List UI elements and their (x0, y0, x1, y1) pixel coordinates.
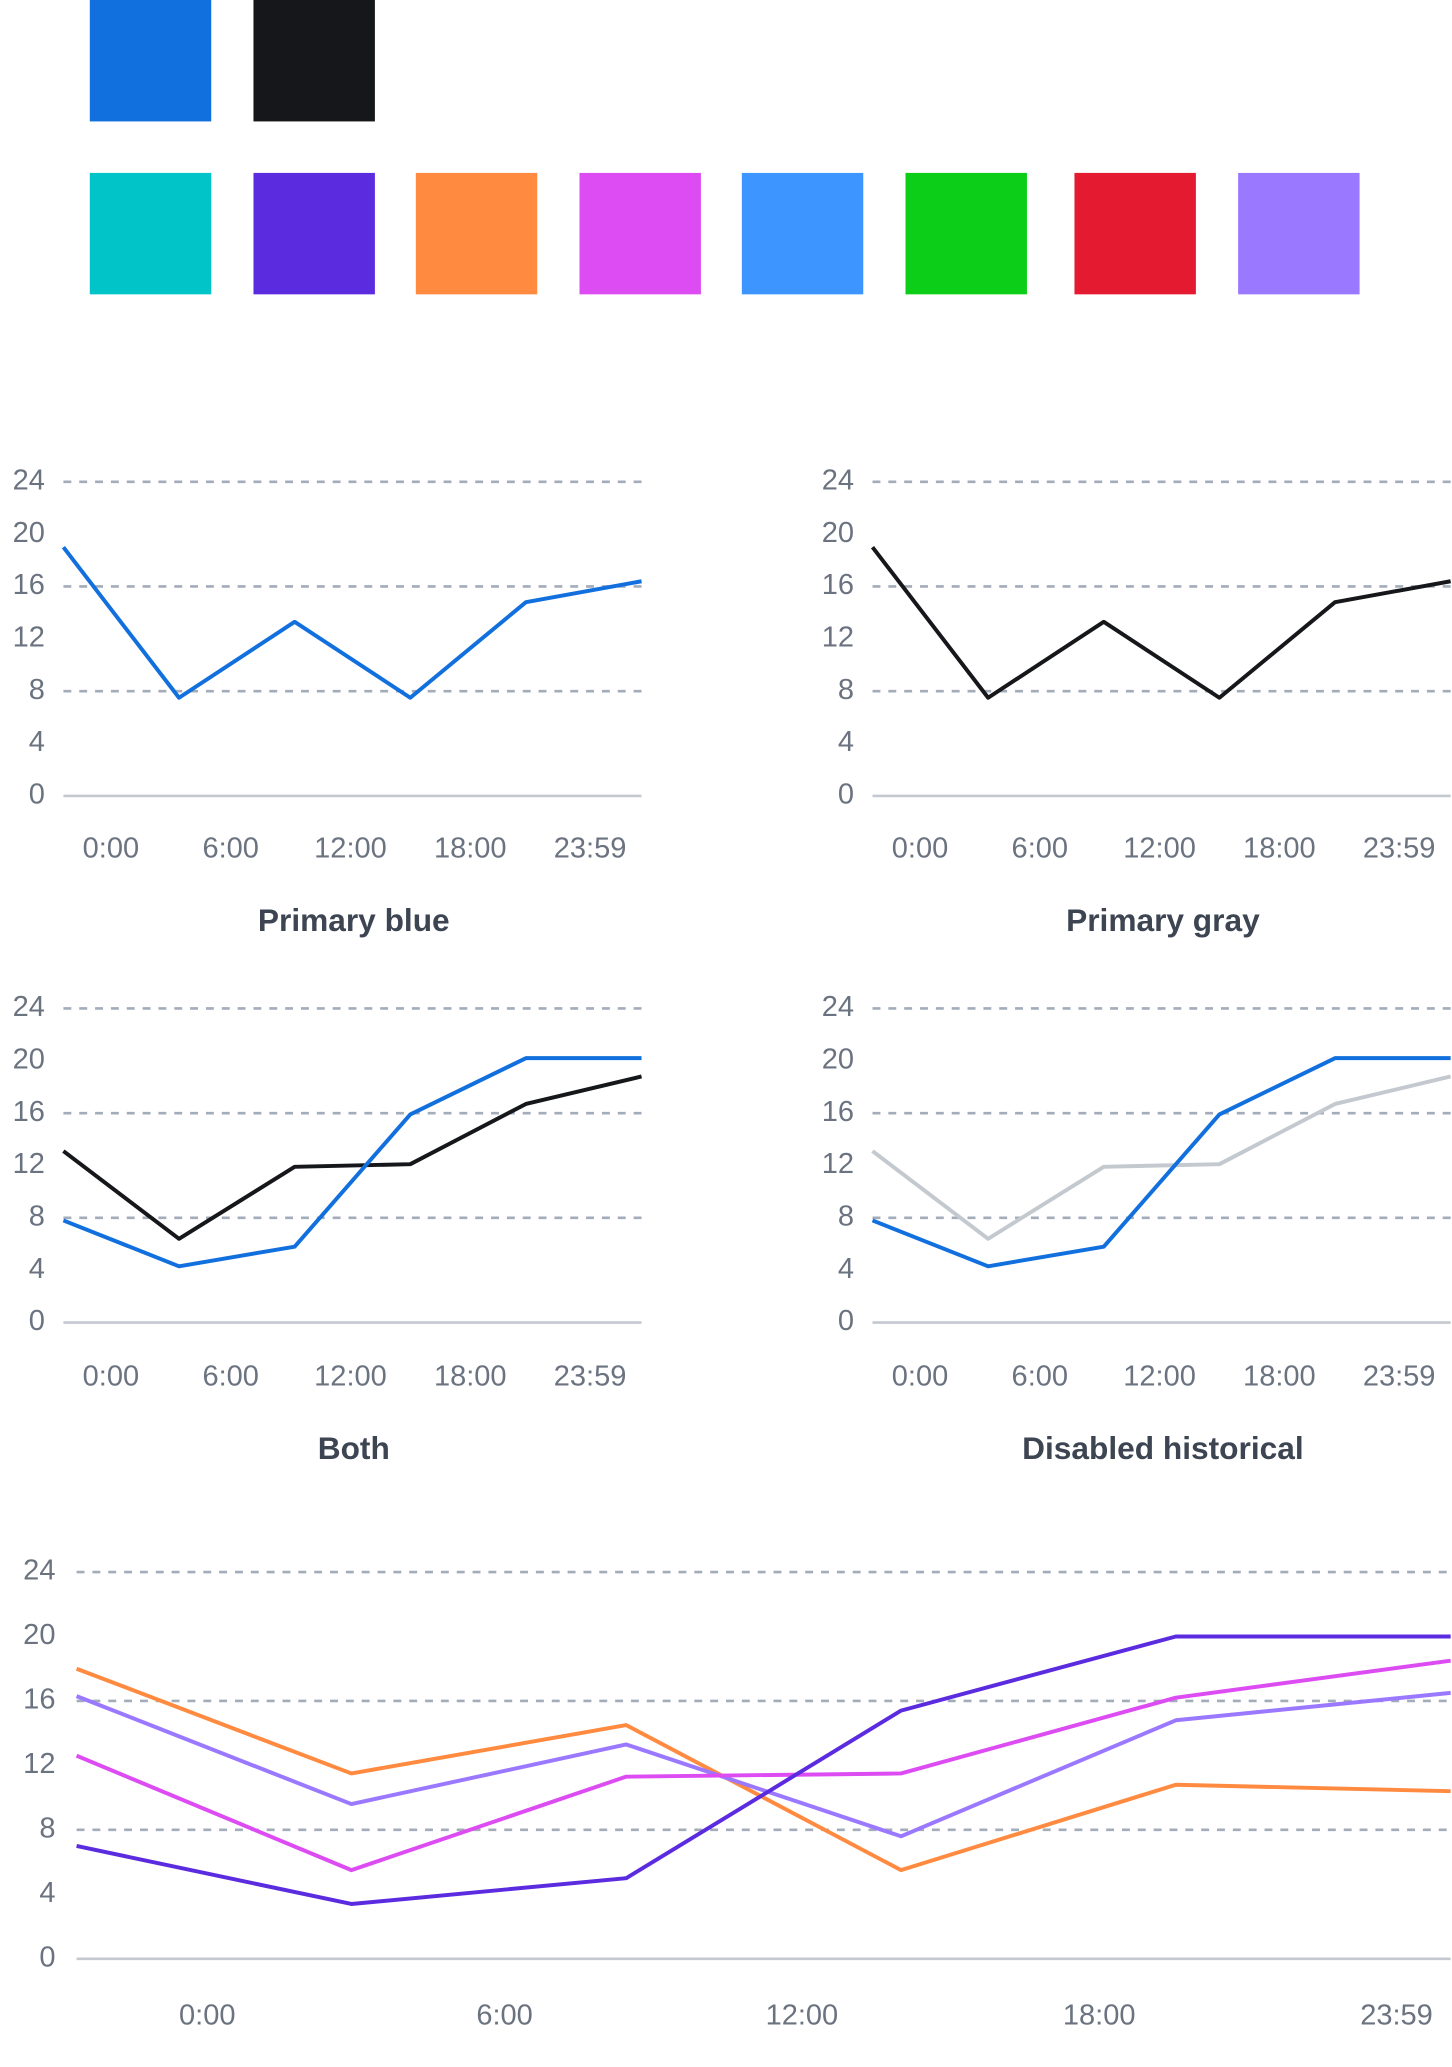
y-tick-label: 8 (838, 674, 854, 706)
y-tick-label: 8 (39, 1813, 55, 1845)
y-tick-label: 16 (822, 569, 854, 601)
x-tick-label: 12:00 (314, 833, 387, 865)
x-tick-label: 23:59 (1360, 2000, 1433, 2032)
series-line (75, 1658, 1451, 1873)
series-line (62, 1074, 642, 1241)
y-tick-label: 24 (13, 464, 45, 496)
x-tick-label: 0:00 (179, 2000, 235, 2032)
color-swatch (253, 0, 375, 122)
y-tick-label: 12 (23, 1748, 55, 1780)
y-tick-label: 24 (822, 464, 854, 496)
y-tick-label: 0 (29, 779, 45, 811)
y-tick-label: 20 (13, 517, 45, 549)
y-tick-label: 16 (13, 1096, 45, 1128)
y-tick-label: 20 (822, 1043, 854, 1075)
x-tick-label: 12:00 (1123, 1361, 1196, 1393)
y-tick-label: 4 (838, 726, 854, 758)
x-tick-label: 18:00 (1243, 833, 1316, 865)
y-tick-label: 8 (29, 1201, 45, 1233)
chart-title: Both (318, 1430, 390, 1466)
y-tick-label: 12 (13, 1148, 45, 1180)
y-tick-label: 16 (23, 1684, 55, 1716)
y-tick-label: 20 (23, 1619, 55, 1651)
series-line (75, 1666, 1451, 1873)
chart-title: Primary blue (258, 902, 450, 938)
x-tick-label: 0:00 (892, 833, 948, 865)
x-tick-label: 23:59 (1363, 833, 1436, 865)
x-tick-label: 6:00 (1012, 833, 1068, 865)
x-tick-label: 0:00 (83, 833, 139, 865)
y-tick-label: 0 (39, 1941, 55, 1973)
y-tick-label: 16 (13, 569, 45, 601)
x-tick-label: 18:00 (434, 833, 507, 865)
x-tick-label: 18:00 (434, 1361, 507, 1393)
y-tick-label: 4 (838, 1253, 854, 1285)
color-swatch (579, 172, 701, 295)
y-tick-label: 8 (838, 1201, 854, 1233)
series-line (76, 1634, 1451, 1906)
x-tick-label: 6:00 (476, 2000, 532, 2032)
color-swatch (89, 0, 212, 122)
x-tick-label: 0:00 (83, 1361, 139, 1393)
x-tick-label: 23:59 (554, 1361, 627, 1393)
series-line (871, 1074, 1452, 1241)
x-tick-label: 6:00 (202, 833, 258, 865)
x-tick-label: 12:00 (766, 2000, 839, 2032)
y-tick-label: 12 (13, 622, 45, 654)
y-tick-label: 8 (29, 674, 45, 706)
color-swatch (741, 172, 864, 295)
series-line (62, 1056, 642, 1269)
y-tick-label: 4 (29, 1253, 45, 1285)
y-tick-label: 12 (822, 622, 854, 654)
x-tick-label: 12:00 (314, 1361, 387, 1393)
color-swatch (253, 172, 375, 295)
y-tick-label: 12 (822, 1148, 854, 1180)
chart-title: Primary gray (1066, 902, 1260, 938)
y-tick-label: 4 (39, 1877, 55, 1909)
series-line (61, 546, 642, 700)
x-tick-label: 6:00 (202, 1361, 258, 1393)
color-swatch (89, 172, 212, 295)
y-tick-label: 20 (13, 1043, 45, 1075)
y-tick-label: 24 (13, 991, 45, 1023)
x-tick-label: 23:59 (554, 833, 627, 865)
y-tick-label: 4 (29, 726, 45, 758)
y-tick-label: 24 (822, 991, 854, 1023)
y-tick-label: 0 (838, 779, 854, 811)
y-tick-label: 0 (29, 1305, 45, 1337)
chart-title: Disabled historical (1022, 1430, 1303, 1466)
x-tick-label: 23:59 (1363, 1361, 1436, 1393)
color-swatch (1074, 172, 1196, 295)
color-swatch (1238, 172, 1360, 295)
color-swatch (905, 172, 1027, 295)
x-tick-label: 0:00 (892, 1361, 948, 1393)
x-tick-label: 18:00 (1243, 1361, 1316, 1393)
y-tick-label: 0 (838, 1305, 854, 1337)
series-line (75, 1690, 1451, 1839)
x-tick-label: 6:00 (1012, 1361, 1068, 1393)
y-tick-label: 24 (23, 1555, 55, 1587)
series-line (870, 546, 1451, 700)
series-line (871, 1056, 1451, 1269)
y-tick-label: 20 (822, 517, 854, 549)
x-tick-label: 12:00 (1123, 833, 1196, 865)
y-tick-label: 16 (822, 1096, 854, 1128)
color-swatch (415, 172, 538, 295)
x-tick-label: 18:00 (1063, 2000, 1136, 2032)
